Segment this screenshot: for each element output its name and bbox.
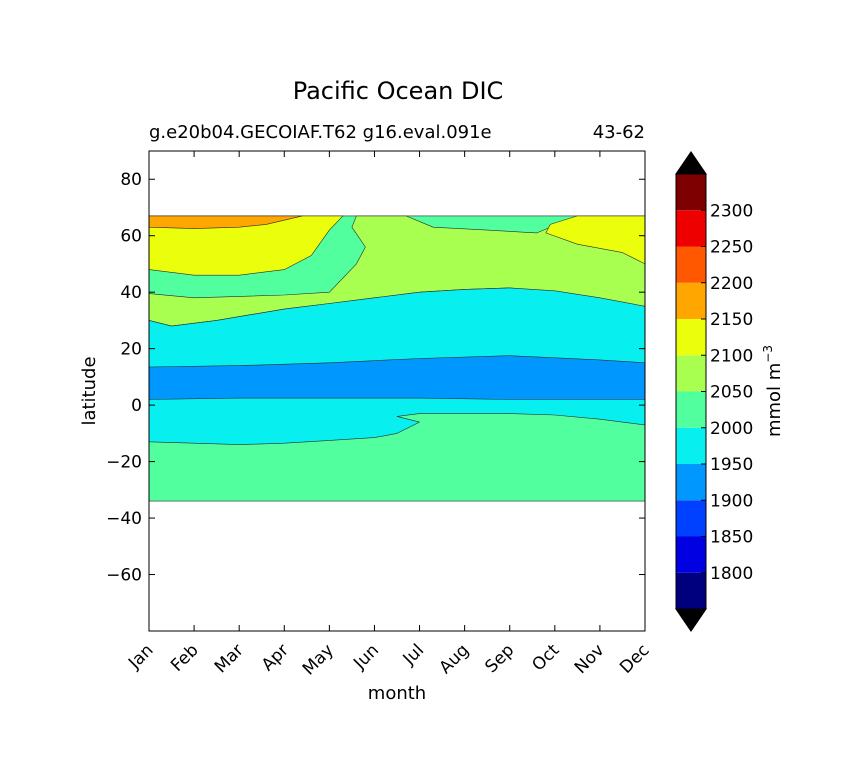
colorbar-swatch <box>676 536 706 573</box>
y-tick-label: −20 <box>106 453 142 473</box>
colorbar-swatch <box>676 464 706 501</box>
colorbar-tick-label: 2000 <box>710 419 753 439</box>
y-tick-label: −60 <box>106 566 142 586</box>
colorbar-swatch <box>676 355 706 392</box>
colorbar-swatch <box>676 319 706 356</box>
y-axis-label: latitude <box>79 356 100 425</box>
colorbar-swatch <box>676 500 706 537</box>
colorbar-swatch <box>676 391 706 428</box>
chart-subtitle-left: g.e20b04.GECOIAF.T62 g16.eval.091e <box>149 122 492 143</box>
colorbar-extend-max <box>675 151 707 175</box>
x-tick-label: Oct <box>528 640 563 675</box>
plot-area: 80 60 40 20 0 −20 −40 −60 Jan Feb Mar Apr May Jun Jul… <box>106 150 654 679</box>
colorbar-tick-label: 1800 <box>710 564 753 584</box>
x-axis-label: month <box>368 683 426 704</box>
colorbar-outline <box>675 151 707 632</box>
x-tick-label: May <box>299 640 338 679</box>
y-tick-label: 80 <box>120 170 142 190</box>
x-tick-label: Apr <box>258 640 293 675</box>
x-tick-label: Mar <box>211 640 248 677</box>
colorbar-label-exponent: −3 <box>761 345 775 363</box>
colorbar-tick-label: 1850 <box>710 528 753 548</box>
plot-frame <box>148 150 646 632</box>
colorbar-label-base: mmol m <box>764 363 785 437</box>
contour-band-1900-1950-6 <box>149 355 645 400</box>
colorbar-tick-label: 2200 <box>710 274 753 294</box>
x-tick-label: Jul <box>399 640 428 669</box>
y-tick-label: 40 <box>120 283 142 303</box>
colorbar-swatch <box>676 572 706 609</box>
colorbar-extend-min <box>675 608 707 632</box>
colorbar-swatch <box>676 427 706 464</box>
colorbar-tick-label: 2300 <box>710 201 753 221</box>
colorbar-swatch <box>676 174 706 211</box>
contour-band-2150-2200-4 <box>149 215 303 229</box>
y-tick-label: 60 <box>120 227 142 247</box>
colorbar-label: mmol m−3 <box>761 345 785 437</box>
contour-band-2100-2150-3 <box>545 215 645 265</box>
x-tick-label: Jun <box>349 640 383 674</box>
colorbar-tick-label: 2250 <box>710 238 753 258</box>
chart-subtitle-right: 43-62 <box>593 122 645 143</box>
colorbar-tick-label: 1950 <box>710 455 753 475</box>
chart-title: Pacific Ocean DIC <box>293 77 504 105</box>
x-tick-label: Sep <box>481 640 518 677</box>
colorbar-swatch <box>676 246 706 283</box>
colorbar-swatch <box>676 282 706 319</box>
colorbar-tick-label: 1900 <box>710 491 753 511</box>
y-tick-label: −40 <box>106 509 142 529</box>
colorbar-tick-label: 2150 <box>710 310 753 330</box>
y-tick-label: 0 <box>131 396 142 416</box>
colorbar: 1800 1850 1900 1950 2000 2050 2100 2150 2200 2250… <box>675 151 753 632</box>
colorbar-swatch <box>676 210 706 247</box>
x-tick-label: Feb <box>167 640 202 675</box>
x-tick-label: Nov <box>571 640 609 678</box>
colorbar-tick-label: 2050 <box>710 383 753 403</box>
x-tick-label: Jan <box>124 640 157 673</box>
x-tick-label: Aug <box>436 640 474 678</box>
x-tick-label: Dec <box>616 640 653 677</box>
colorbar-tick-label: 2100 <box>710 346 753 366</box>
y-tick-label: 20 <box>120 340 142 360</box>
